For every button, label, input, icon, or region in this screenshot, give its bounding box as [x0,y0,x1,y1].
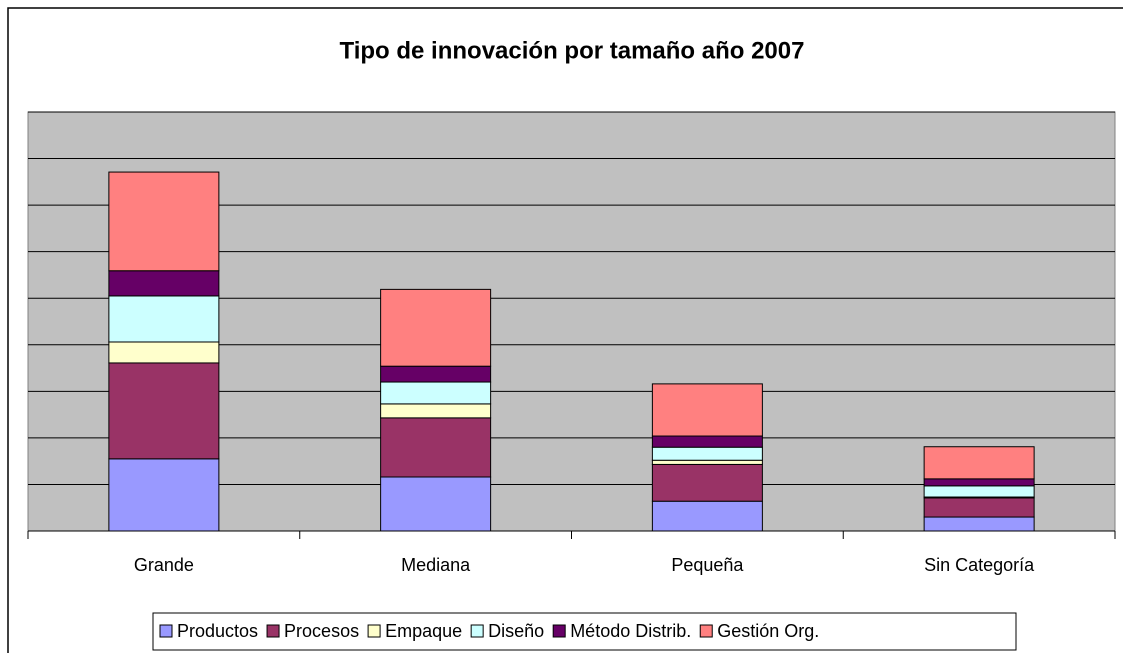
legend-swatch [699,624,713,638]
legend-swatch [367,624,381,638]
bar-segment [651,459,763,465]
legend-label: Diseño [488,621,544,641]
bar-segment [651,500,763,532]
bar-segment [651,446,763,461]
bar-segment [108,341,220,364]
bar-segment [651,463,763,502]
legend-label: Método Distrib. [570,621,691,641]
bar-segment [380,403,492,419]
legend-label: Gestión Org. [717,621,819,641]
x-tick-label: Pequeña [671,555,744,575]
bar-segment [923,446,1035,480]
legend-swatch [470,624,484,638]
bar-segment [923,485,1035,498]
bar-segment [380,381,492,405]
bar-segment [108,362,220,460]
bar-segment [380,365,492,383]
bar-segment [380,288,492,367]
bar-segment [651,383,763,437]
bar-segment [108,171,220,272]
bar-segment [923,478,1035,487]
chart-title: Tipo de innovación por tamaño año 2007 [340,37,805,64]
legend-swatch [266,624,280,638]
x-tick-label: Mediana [401,555,471,575]
bar-segment [108,270,220,297]
legend-swatch [159,624,173,638]
bar-segment [380,476,492,532]
x-tick-label: Grande [134,555,194,575]
legend-label: Empaque [385,621,462,641]
legend-swatch [552,624,566,638]
legend-label: Procesos [284,621,359,641]
bar-segment [108,458,220,532]
bar-segment [380,417,492,478]
legend-box [152,612,1017,651]
bar-segment [108,295,220,343]
bar-segment [651,435,763,448]
x-tick-label: Sin Categoría [924,555,1035,575]
legend-label: Productos [177,621,258,641]
bar-segment [923,516,1035,532]
bar-segment [923,497,1035,518]
